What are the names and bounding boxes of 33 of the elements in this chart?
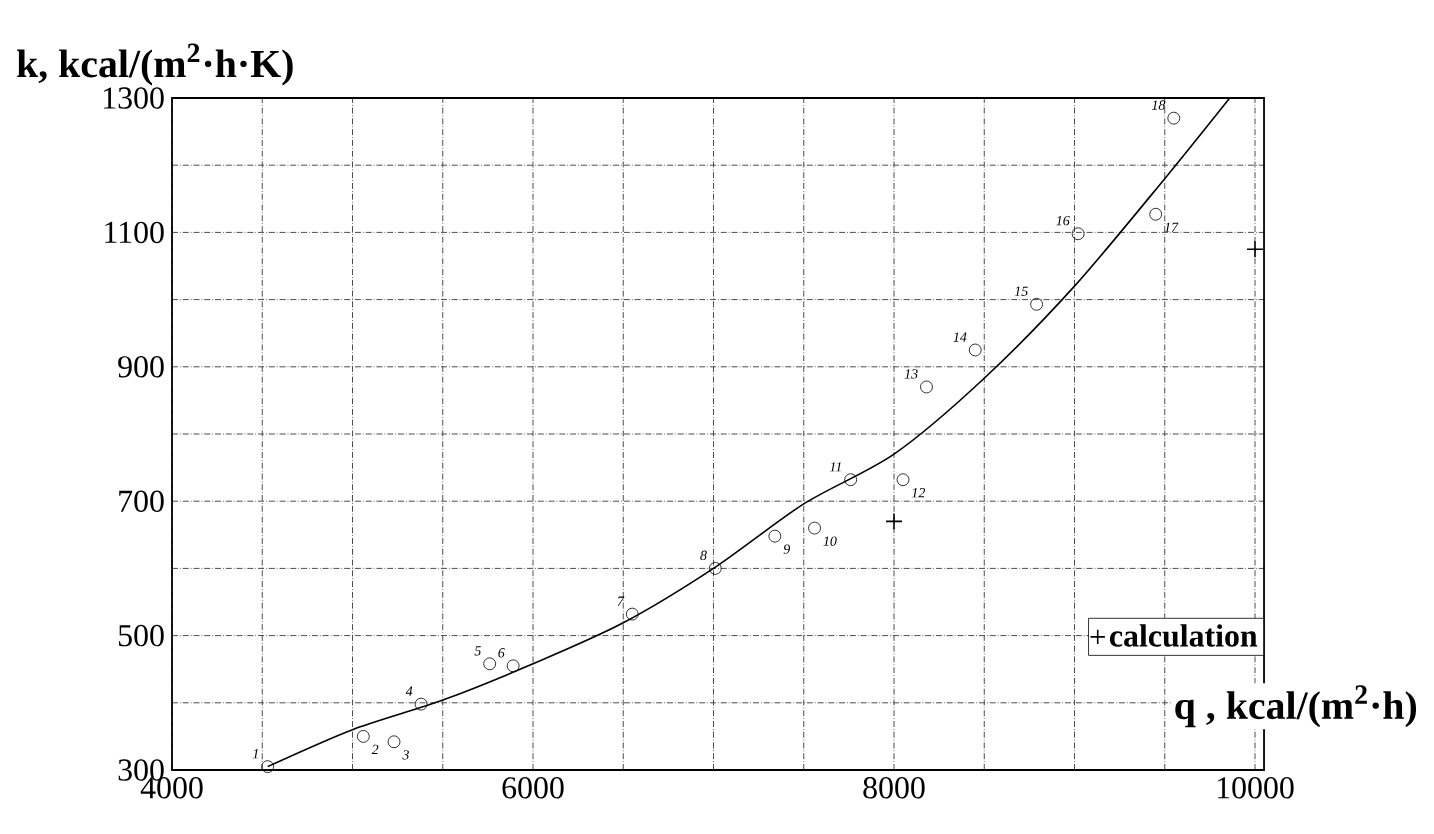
- x-tick-label: 8000: [863, 777, 925, 799]
- y-axis-title: k, kcal/(m$^{2}$·h·K): [17, 43, 293, 86]
- point: [625, 607, 639, 621]
- x-tick-label: 10000: [1217, 777, 1294, 799]
- point: [708, 562, 722, 575]
- x-axis-title: q , kcal/(m$^{2}$·h): [1175, 685, 1417, 728]
- point: [920, 380, 933, 394]
- point: [968, 343, 982, 357]
- point: [1071, 227, 1085, 241]
- point: [885, 512, 903, 531]
- point: [1167, 111, 1181, 125]
- point: [261, 760, 275, 774]
- point: [387, 735, 401, 749]
- y-tick-label: 500: [118, 624, 164, 647]
- y-tick-label: 900: [118, 356, 164, 378]
- x-tick-label: 4000: [140, 777, 203, 799]
- point: [414, 697, 428, 711]
- point: [768, 529, 782, 543]
- x-tick-label: 6000: [502, 777, 564, 799]
- point: [896, 473, 910, 487]
- point: [1246, 240, 1264, 258]
- point: [506, 659, 520, 673]
- y-tick-label: 700: [119, 490, 164, 512]
- y-tick-label: 1300: [104, 87, 164, 109]
- point: [808, 521, 821, 535]
- point: [1030, 297, 1043, 311]
- point: [1149, 207, 1163, 221]
- point: [356, 730, 370, 743]
- point: [844, 473, 858, 487]
- point: [483, 657, 497, 671]
- y-tick-label: 1100: [105, 221, 164, 244]
- legend-label: calculation: [1109, 624, 1258, 647]
- y-tick-label: 300: [118, 759, 164, 781]
